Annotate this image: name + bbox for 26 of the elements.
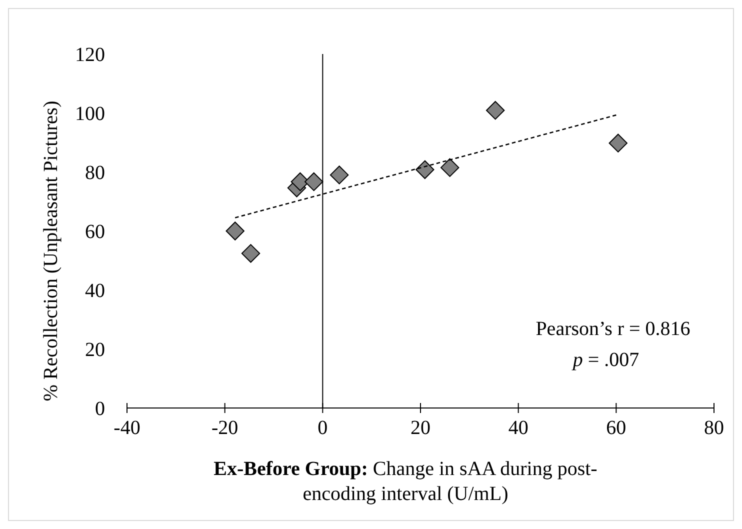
y-tick-label: 20: [85, 339, 105, 361]
y-tick-label: 40: [85, 280, 105, 302]
point: [416, 160, 434, 179]
y-tick-label: 100: [75, 103, 105, 125]
annotation: p = .007: [570, 349, 640, 371]
x-tick-label: 40: [508, 417, 528, 439]
y-tick-label: 80: [85, 162, 105, 184]
point: [440, 158, 460, 177]
x-tick-label: 80: [704, 417, 724, 439]
point: [304, 172, 324, 192]
y-tick-label: 60: [85, 221, 105, 243]
point: [486, 100, 505, 120]
y-axis-title: % Recollection (Unpleasant Pictures): [40, 100, 62, 402]
x-tick-label: 60: [606, 417, 626, 439]
point: [226, 222, 244, 240]
x-tick-label: -40: [114, 417, 140, 439]
point: [330, 166, 349, 184]
x-tick-label: 20: [410, 417, 430, 439]
y-tick-label: 120: [75, 44, 105, 66]
point: [608, 134, 628, 152]
x-tick-label: -20: [211, 417, 238, 439]
annotation: Pearson’s r = 0.816: [536, 318, 690, 340]
x-axis-title: Ex-Before Group: Change in sAA during post-encoding interval (U/mL): [214, 458, 598, 505]
y-tick-label: 0: [95, 398, 105, 420]
x-tick-label: 0: [318, 417, 328, 439]
point: [241, 244, 260, 263]
